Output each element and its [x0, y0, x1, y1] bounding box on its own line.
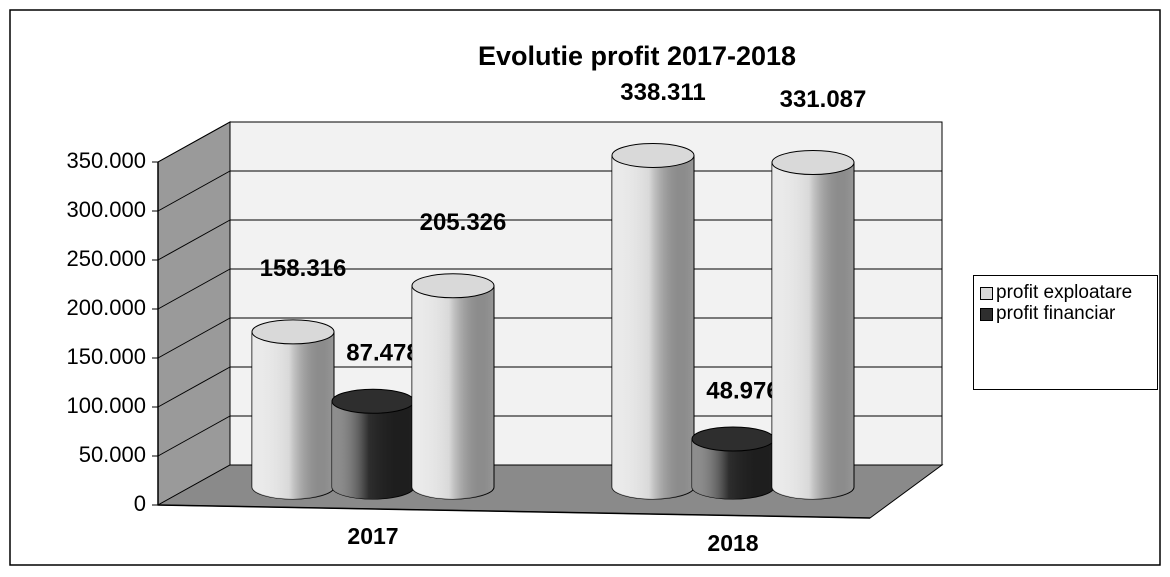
value-label: 331.087 — [780, 86, 867, 113]
legend-item: profit financiar — [978, 303, 1153, 324]
cylinder-shade — [692, 439, 774, 499]
y-tick-label: 250.000 — [66, 246, 146, 271]
legend-item: profit exploatare — [978, 282, 1153, 303]
value-label: 158.316 — [260, 255, 347, 282]
cylinder-shade — [252, 331, 334, 499]
legend-label: profit financiar — [996, 303, 1116, 324]
value-label: 48.976 — [706, 377, 779, 404]
cylinder-shade — [412, 285, 494, 499]
frame — [9, 9, 1161, 566]
x-axis — [157, 504, 871, 519]
y-tick-label: 0 — [134, 491, 146, 516]
cylinder-shade — [332, 401, 414, 499]
legend-swatch — [980, 308, 993, 321]
legend: profit exploatare profit financiar — [973, 275, 1158, 390]
y-tick-label: 200.000 — [66, 295, 146, 320]
chart-title: Evolutie profit 2017-2018 — [478, 41, 796, 71]
grid-line — [157, 170, 231, 212]
y-tick-label: 100.000 — [66, 393, 146, 418]
cylinder-top — [611, 142, 695, 168]
legend-swatch — [980, 287, 993, 300]
y-tick-label: 150.000 — [66, 344, 146, 369]
x-tick-label: 2017 — [347, 523, 398, 549]
grid-line — [157, 317, 231, 359]
y-tick-label: 300.000 — [66, 197, 146, 222]
y-tick-label: 50.000 — [79, 442, 146, 467]
grid-line — [157, 415, 231, 457]
cylinder-top — [691, 426, 775, 452]
grid-line — [157, 366, 231, 408]
value-label: 338.311 — [620, 79, 705, 106]
cylinder-top — [771, 150, 855, 176]
grid-line — [157, 219, 231, 261]
cylinder-shade — [612, 155, 694, 500]
left-wall — [157, 121, 231, 506]
cylinder-top — [411, 273, 495, 299]
grid-line — [157, 121, 231, 163]
value-label: 87.478 — [346, 340, 419, 367]
x-tick-label: 2018 — [707, 530, 758, 556]
legend-label: profit exploatare — [996, 282, 1133, 303]
y-tick-label: 350.000 — [66, 148, 146, 173]
value-label: 205.326 — [420, 209, 507, 236]
cylinder-top — [331, 388, 415, 414]
grid-line — [157, 268, 231, 310]
cylinder-shade — [772, 162, 854, 500]
cylinder-top — [251, 319, 335, 345]
